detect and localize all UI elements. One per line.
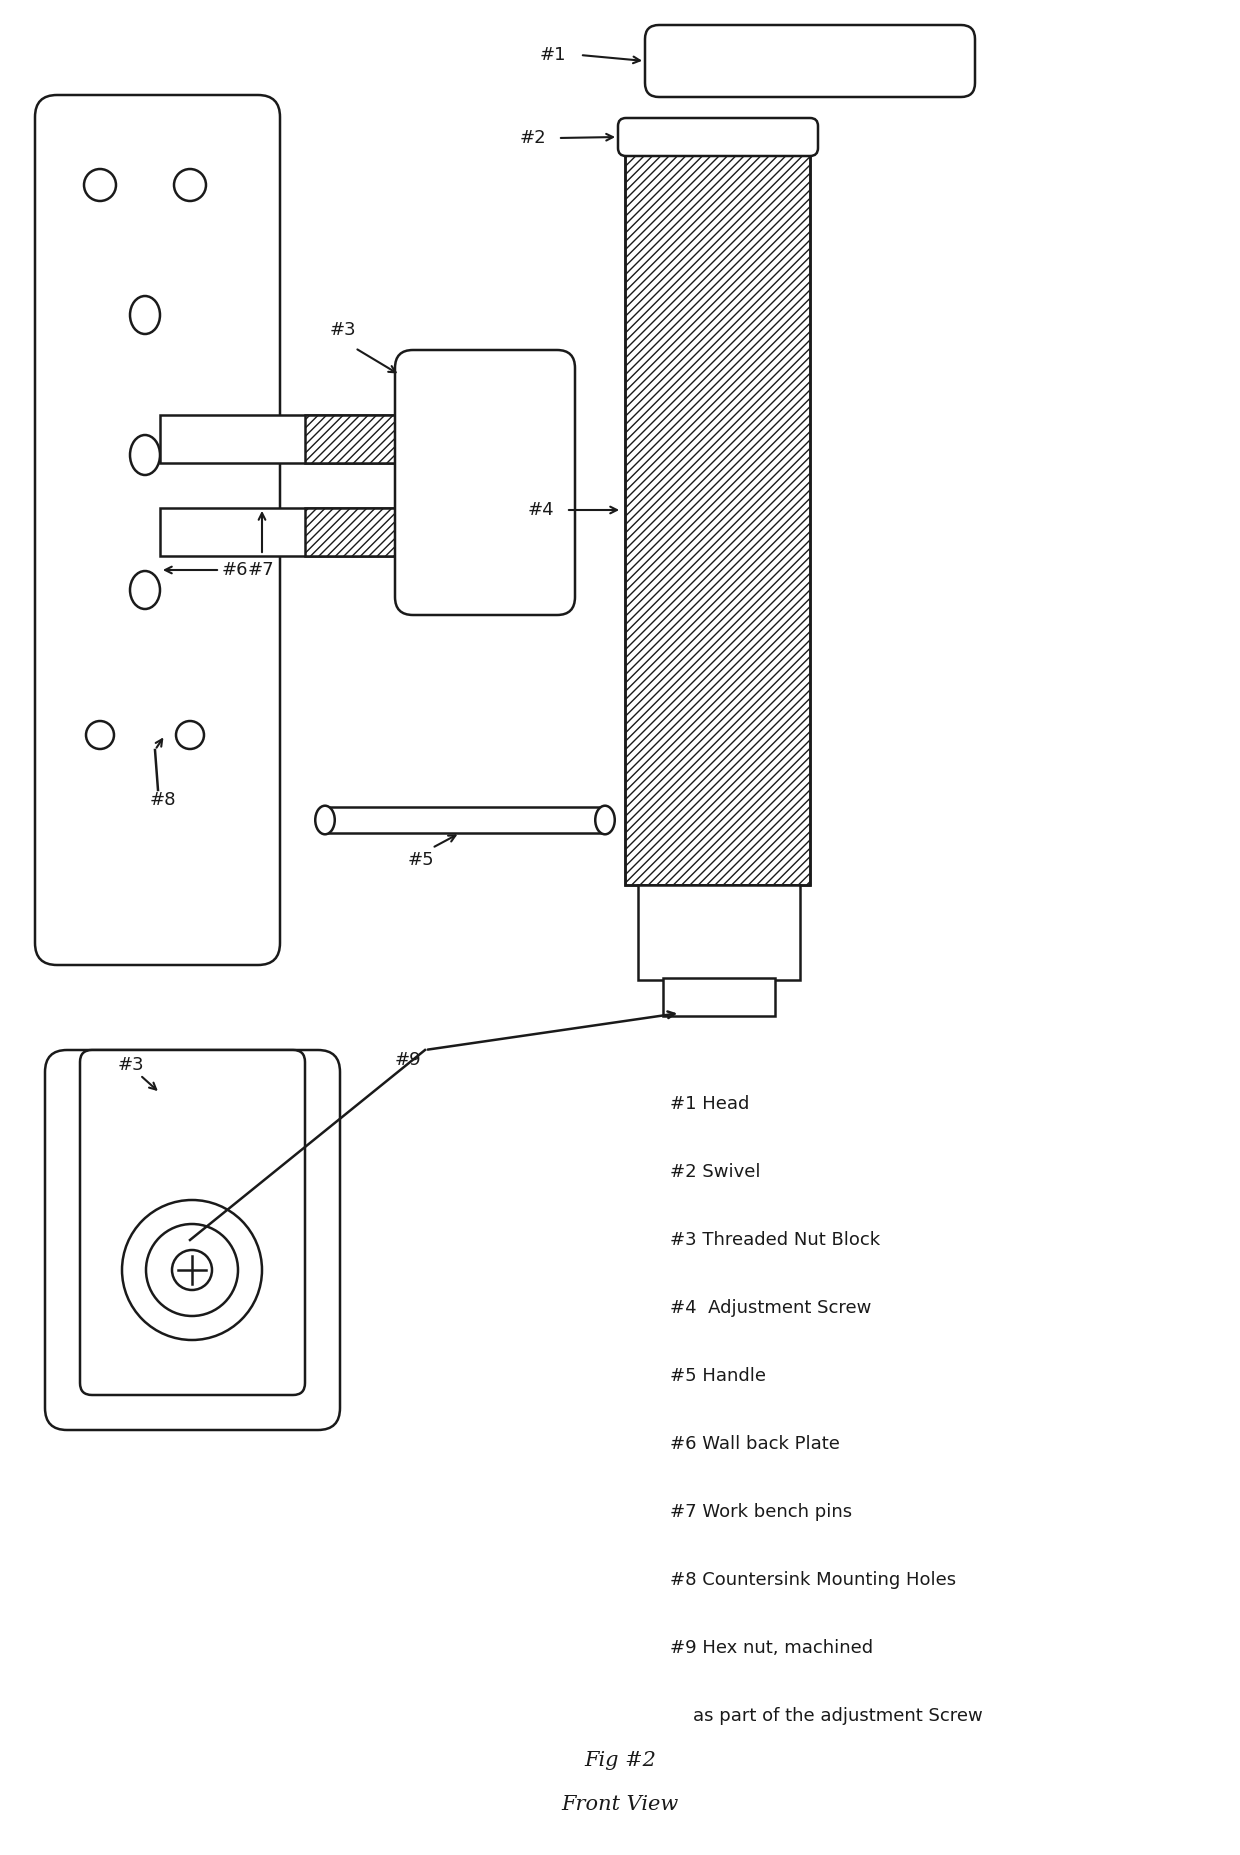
FancyBboxPatch shape bbox=[396, 351, 575, 616]
Circle shape bbox=[84, 169, 117, 200]
Bar bbox=[325, 807, 605, 833]
Ellipse shape bbox=[130, 297, 160, 334]
Bar bbox=[625, 130, 810, 885]
Text: #5 Handle: #5 Handle bbox=[670, 1367, 766, 1386]
FancyBboxPatch shape bbox=[45, 1050, 340, 1430]
FancyBboxPatch shape bbox=[81, 1050, 305, 1395]
Text: #4: #4 bbox=[528, 501, 554, 519]
Circle shape bbox=[86, 722, 114, 749]
Bar bbox=[625, 130, 810, 885]
Text: #2: #2 bbox=[520, 130, 547, 147]
Text: #4  Adjustment Screw: #4 Adjustment Screw bbox=[670, 1298, 872, 1317]
Text: #3 Threaded Nut Block: #3 Threaded Nut Block bbox=[670, 1232, 880, 1248]
FancyBboxPatch shape bbox=[35, 95, 280, 965]
Bar bbox=[160, 416, 415, 464]
Text: #9 Hex nut, machined: #9 Hex nut, machined bbox=[670, 1640, 873, 1657]
Bar bbox=[305, 508, 415, 556]
Circle shape bbox=[172, 1250, 212, 1289]
Text: Front View: Front View bbox=[562, 1796, 678, 1814]
Circle shape bbox=[174, 169, 206, 200]
Bar bbox=[305, 416, 415, 464]
Bar bbox=[663, 978, 775, 1017]
Text: #1: #1 bbox=[539, 46, 567, 65]
Text: Fig #2: Fig #2 bbox=[584, 1751, 656, 1770]
Text: #1 Head: #1 Head bbox=[670, 1094, 749, 1113]
Text: #6: #6 bbox=[222, 560, 248, 579]
Circle shape bbox=[176, 722, 205, 749]
Circle shape bbox=[122, 1200, 262, 1339]
Text: #3: #3 bbox=[330, 321, 357, 339]
Text: #3: #3 bbox=[118, 1055, 145, 1074]
Ellipse shape bbox=[130, 571, 160, 608]
Text: #7: #7 bbox=[248, 560, 274, 579]
Text: #6 Wall back Plate: #6 Wall back Plate bbox=[670, 1436, 839, 1452]
Bar bbox=[639, 885, 800, 979]
Ellipse shape bbox=[595, 805, 615, 835]
Text: #9: #9 bbox=[396, 1052, 422, 1068]
FancyBboxPatch shape bbox=[618, 119, 818, 156]
Text: #5: #5 bbox=[408, 851, 435, 868]
Bar bbox=[305, 508, 415, 556]
Ellipse shape bbox=[130, 436, 160, 475]
Text: #7 Work bench pins: #7 Work bench pins bbox=[670, 1503, 852, 1521]
Text: as part of the adjustment Screw: as part of the adjustment Screw bbox=[670, 1707, 983, 1725]
Text: #8: #8 bbox=[150, 790, 176, 809]
Text: #8 Countersink Mounting Holes: #8 Countersink Mounting Holes bbox=[670, 1571, 956, 1590]
Bar bbox=[305, 416, 415, 464]
Bar bbox=[160, 508, 415, 556]
Circle shape bbox=[146, 1224, 238, 1315]
Text: #2 Swivel: #2 Swivel bbox=[670, 1163, 760, 1182]
Ellipse shape bbox=[315, 805, 335, 835]
FancyBboxPatch shape bbox=[645, 24, 975, 96]
